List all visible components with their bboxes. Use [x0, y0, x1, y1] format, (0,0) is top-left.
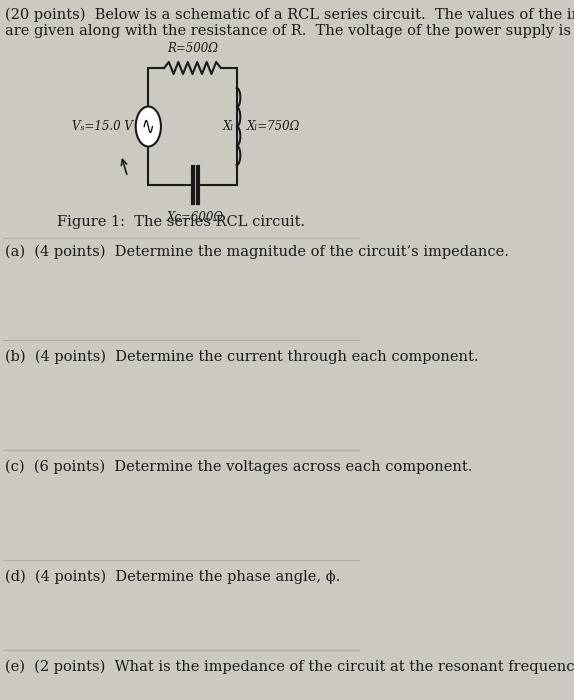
Text: (c)  (6 points)  Determine the voltages across each component.: (c) (6 points) Determine the voltages ac… — [5, 460, 472, 475]
Text: (e)  (2 points)  What is the impedance of the circuit at the resonant frequency?: (e) (2 points) What is the impedance of … — [5, 660, 574, 674]
Text: (20 points)  Below is a schematic of a RCL series circuit.  The values of the im: (20 points) Below is a schematic of a RC… — [5, 8, 574, 22]
Text: R=500Ω: R=500Ω — [167, 42, 218, 55]
Text: (a)  (4 points)  Determine the magnitude of the circuit’s impedance.: (a) (4 points) Determine the magnitude o… — [5, 245, 509, 260]
Text: (b)  (4 points)  Determine the current through each component.: (b) (4 points) Determine the current thr… — [5, 350, 479, 365]
Text: (d)  (4 points)  Determine the phase angle, ϕ.: (d) (4 points) Determine the phase angle… — [5, 570, 340, 584]
Text: Figure 1:  The series RCL circuit.: Figure 1: The series RCL circuit. — [57, 215, 305, 229]
Text: Xᴄ=600Ω: Xᴄ=600Ω — [167, 211, 224, 224]
Text: are given along with the resistance of R.  The voltage of the power supply is 15: are given along with the resistance of R… — [5, 24, 574, 38]
Text: Vₛ=15.0 V: Vₛ=15.0 V — [72, 120, 133, 133]
Circle shape — [135, 106, 161, 146]
Text: Xₗ: Xₗ — [222, 120, 234, 133]
Text: Xₗ=750Ω: Xₗ=750Ω — [247, 120, 300, 133]
